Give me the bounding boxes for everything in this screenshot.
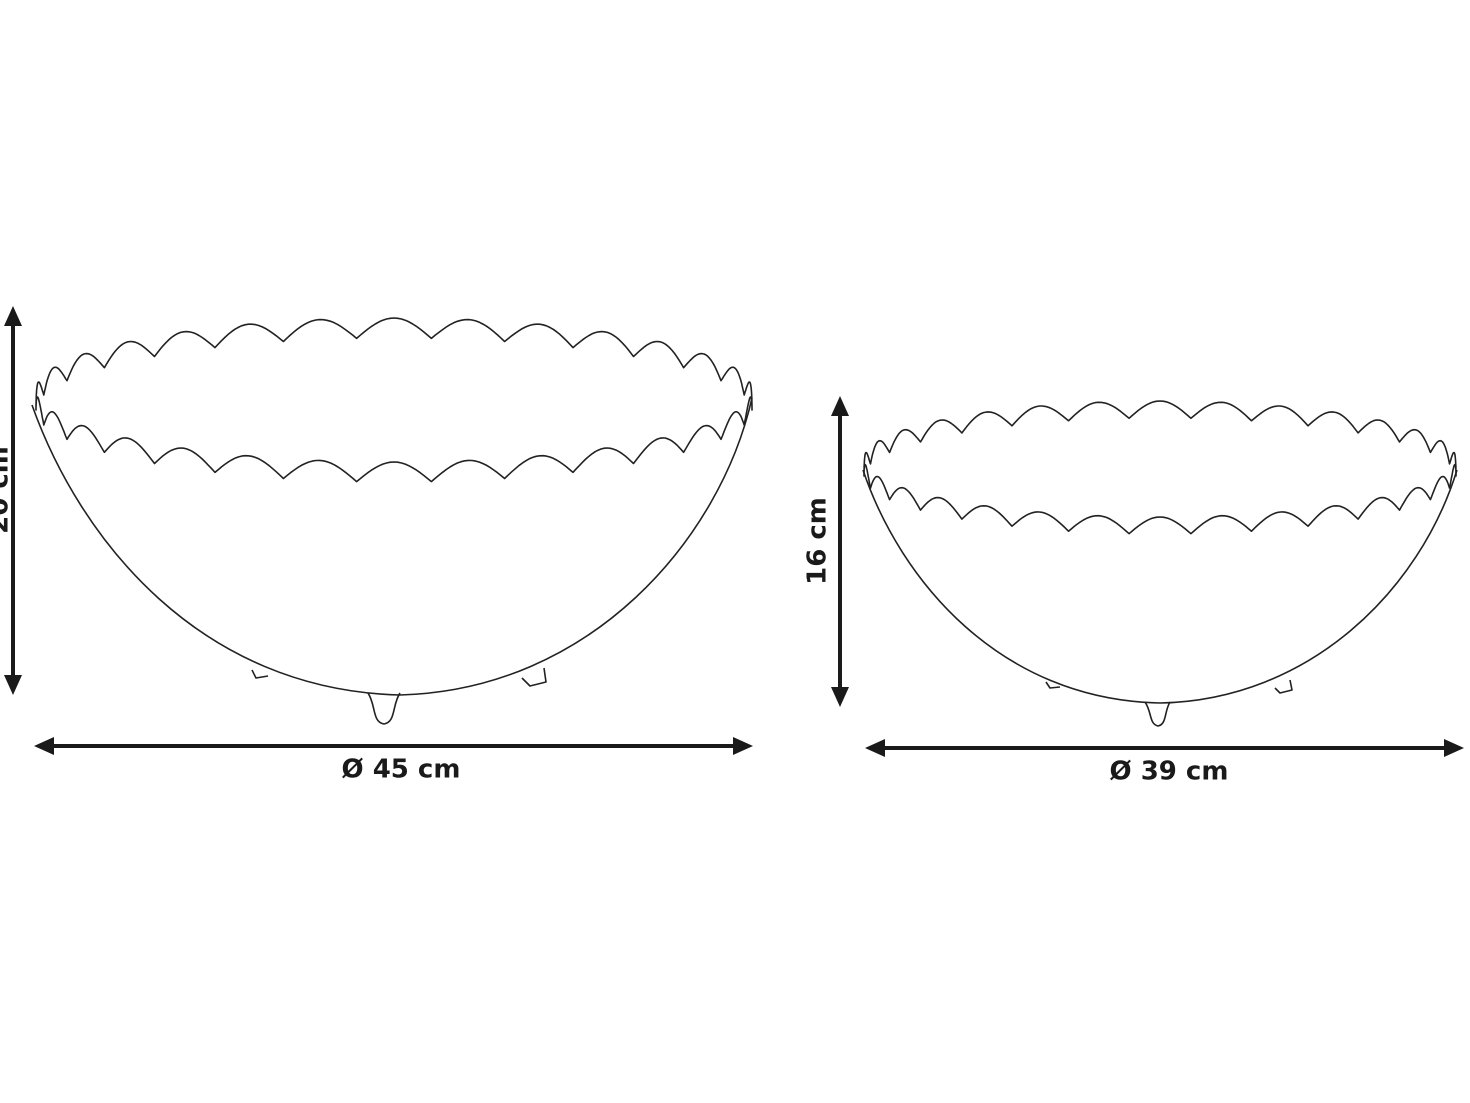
diameter-label: Ø 39 cm — [1110, 757, 1229, 787]
large-bowl: 20 cm Ø 45 cm — [0, 306, 753, 785]
bowl-body — [31, 397, 753, 696]
bowl-foot — [1045, 681, 1061, 689]
height-label: 20 cm — [0, 446, 15, 534]
bowl-foot — [1144, 701, 1171, 727]
small-bowl: 16 cm Ø 39 cm — [803, 396, 1464, 787]
height-label: 16 cm — [803, 497, 833, 585]
arrow-head — [831, 396, 849, 416]
diameter-label: Ø 45 cm — [342, 755, 461, 785]
arrow-head — [1444, 739, 1464, 757]
arrow-head — [831, 687, 849, 707]
bowl-foot — [367, 692, 401, 725]
bowl-foot — [1274, 679, 1293, 694]
arrow-head — [4, 306, 22, 326]
bowl-body — [862, 469, 1458, 704]
arrow-head — [865, 739, 885, 757]
bowl-rim — [863, 400, 1457, 535]
bowl-foot — [521, 667, 547, 687]
arrow-head — [4, 675, 22, 695]
bowl-rim — [35, 317, 753, 483]
bowl-foot — [251, 669, 269, 679]
arrow-head — [733, 737, 753, 755]
arrow-head — [34, 737, 54, 755]
